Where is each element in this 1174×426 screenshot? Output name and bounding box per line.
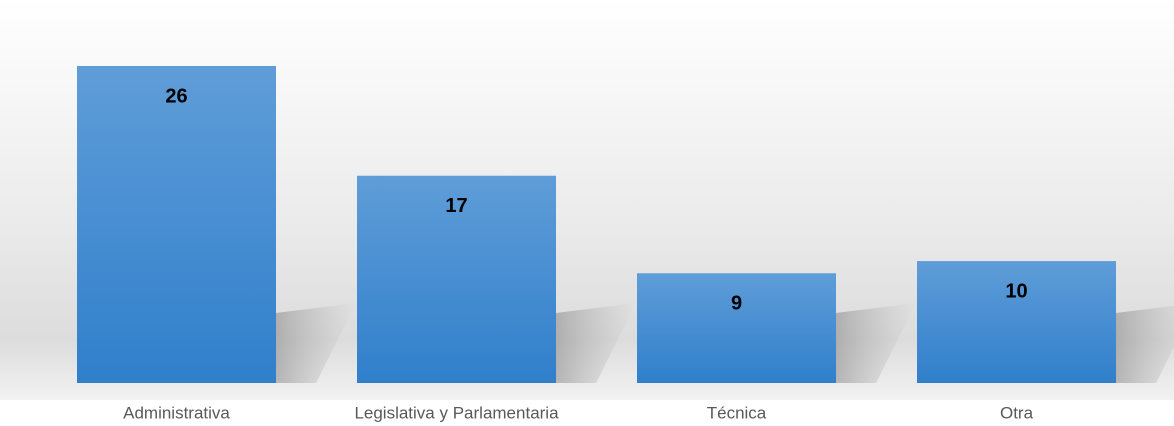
data-label: 17 (445, 195, 467, 217)
x-tick-label: Otra (1000, 403, 1034, 422)
data-label: 10 (1005, 280, 1027, 302)
bar (77, 66, 276, 383)
x-tick-label: Administrativa (123, 403, 230, 422)
x-tick-label: Técnica (707, 403, 767, 422)
bar-shadow (1116, 305, 1174, 383)
bar (917, 261, 1116, 383)
bar-shadow (276, 303, 356, 383)
bar (637, 273, 836, 383)
bar (357, 175, 556, 383)
data-label: 9 (731, 293, 742, 315)
x-tick-label: Legislativa y Parlamentaria (354, 403, 559, 422)
bar-shadow (836, 303, 916, 383)
data-label: 26 (165, 85, 187, 107)
bar-shadow (556, 303, 636, 383)
